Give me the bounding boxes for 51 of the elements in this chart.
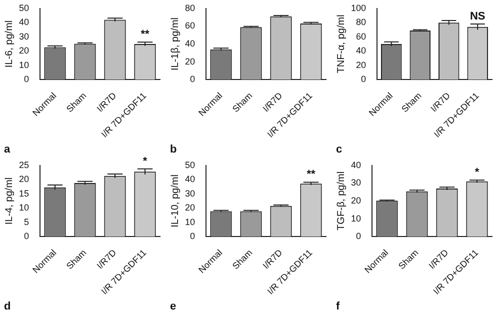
y-tick-label: 100 xyxy=(350,2,366,13)
y-tick-label: 30 xyxy=(18,31,30,42)
y-tick-label: 20 xyxy=(184,56,196,66)
y-tick-label: 0 xyxy=(356,231,362,242)
y-tick-label: 60 xyxy=(356,31,366,42)
annotation: * xyxy=(474,166,480,179)
y-tick-label: 20 xyxy=(350,195,362,206)
y-tick-label: 40 xyxy=(184,174,196,184)
y-tick-label: 10 xyxy=(184,216,196,227)
y-tick-label: 40 xyxy=(350,160,362,170)
y-tick-label: 60 xyxy=(184,20,196,31)
y-tick-label: 80 xyxy=(356,17,366,28)
y-axis-title: IL-6, pg/ml xyxy=(4,20,15,68)
y-axis-title: IL-1β, pg/ml xyxy=(170,17,181,70)
y-tick-label: 20 xyxy=(18,174,30,184)
y-axis-title: IL-10, pg/ml xyxy=(170,174,181,228)
y-tick-label: 40 xyxy=(356,46,366,56)
y-tick-label: 0 xyxy=(190,231,196,242)
y-tick-label: 20 xyxy=(18,46,30,56)
text: a xyxy=(4,144,11,156)
y-tick-label: 25 xyxy=(18,160,30,170)
annotation: ** xyxy=(140,28,150,41)
y-tick-label: 10 xyxy=(18,60,30,70)
annotation: * xyxy=(142,155,148,168)
y-axis-title: TNF-α, pg/ml xyxy=(336,14,347,74)
y-tick-label: 50 xyxy=(18,2,30,13)
y-tick-label: 30 xyxy=(350,178,362,188)
text: b xyxy=(170,144,177,156)
y-tick-label: 5 xyxy=(24,216,30,227)
y-tick-label: 20 xyxy=(356,60,366,70)
text: c xyxy=(336,144,342,156)
y-tick-label: 50 xyxy=(184,160,196,170)
y-tick-label: 0 xyxy=(190,74,196,84)
y-tick-label: 10 xyxy=(18,202,30,213)
annotation: ** xyxy=(306,168,316,181)
y-tick-label: 80 xyxy=(184,2,196,13)
y-tick-label: 10 xyxy=(350,213,362,224)
y-tick-label: 30 xyxy=(184,188,196,198)
y-axis-title: IL-4, pg/ml xyxy=(4,177,15,225)
y-tick-label: 40 xyxy=(184,38,196,48)
text: d xyxy=(4,300,11,313)
y-tick-label: 0 xyxy=(24,74,30,84)
text: e xyxy=(170,300,176,313)
y-tick-label: 15 xyxy=(18,188,30,198)
y-tick-label: 40 xyxy=(18,17,30,28)
y-tick-label: 0 xyxy=(24,231,30,242)
y-tick-label: 20 xyxy=(184,202,196,213)
y-axis-title: TGF-β, pg/ml xyxy=(336,171,347,231)
y-tick-label: 0 xyxy=(361,74,366,84)
text: f xyxy=(336,300,340,313)
annotation: NS xyxy=(470,10,486,23)
